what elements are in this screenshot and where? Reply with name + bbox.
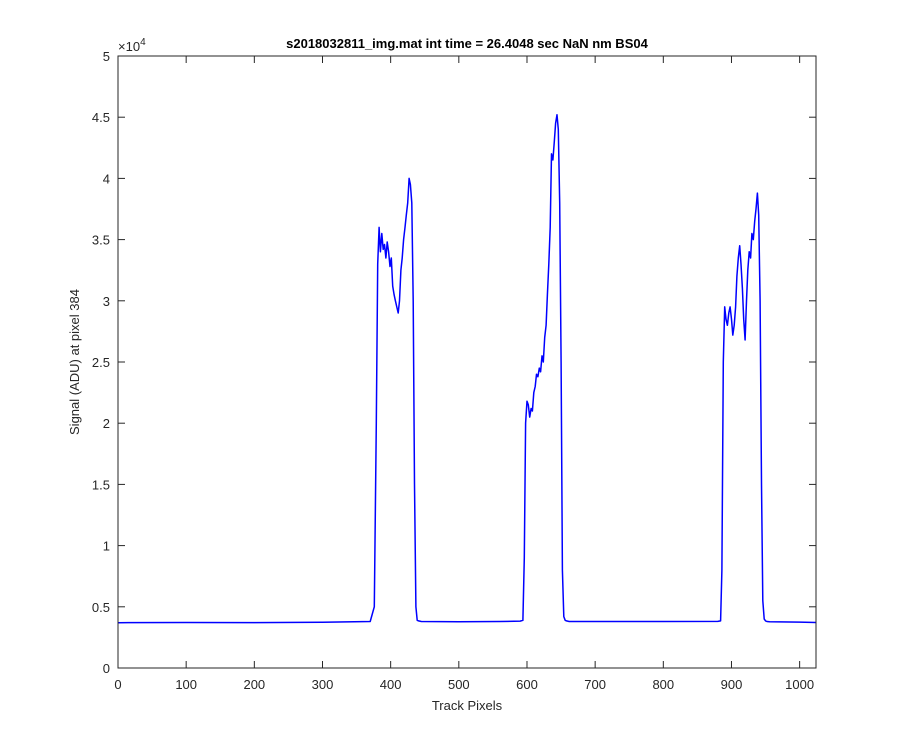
series-line-0 bbox=[117, 114, 817, 624]
series-layer bbox=[117, 114, 817, 624]
x-tick-label: 600 bbox=[516, 677, 538, 692]
y-tick-label: 1 bbox=[103, 539, 110, 554]
x-tick-label: 1000 bbox=[785, 677, 814, 692]
x-tick-label: 800 bbox=[652, 677, 674, 692]
y-axis-label: Signal (ADU) at pixel 384 bbox=[67, 289, 82, 435]
x-tick-label: 500 bbox=[448, 677, 470, 692]
y-tick-label: 4.5 bbox=[92, 110, 110, 125]
y-tick-label: 3.5 bbox=[92, 233, 110, 248]
x-tick-label: 300 bbox=[312, 677, 334, 692]
y-tick-label: 2 bbox=[103, 416, 110, 431]
chart-title: s2018032811_img.mat int time = 26.4048 s… bbox=[286, 36, 648, 51]
x-tick-label: 100 bbox=[175, 677, 197, 692]
x-tick-label: 900 bbox=[721, 677, 743, 692]
y-tick-label: 5 bbox=[103, 49, 110, 64]
x-tick-label: 0 bbox=[114, 677, 121, 692]
axis-tick-labels: 0 100 200 300 400 500 600 700 800 900 1000 0 0.5 1 1.5… bbox=[92, 49, 814, 692]
x-axis-label: Track Pixels bbox=[432, 698, 503, 713]
y-tick-label: 2.5 bbox=[92, 355, 110, 370]
x-tick-label: 700 bbox=[584, 677, 606, 692]
y-tick-label: 0.5 bbox=[92, 600, 110, 615]
y-tick-label: 4 bbox=[103, 171, 110, 186]
y-tick-label: 3 bbox=[103, 294, 110, 309]
x-tick-label: 400 bbox=[380, 677, 402, 692]
axes-box bbox=[117, 55, 817, 669]
x-tick-label: 200 bbox=[243, 677, 265, 692]
y-exponent-label: ×104 bbox=[118, 37, 146, 54]
y-exponent-base: ×10 bbox=[118, 39, 140, 54]
y-exponent-power: 4 bbox=[140, 37, 146, 48]
plot-area bbox=[118, 56, 816, 668]
y-tick-label: 1.5 bbox=[92, 477, 110, 492]
y-tick-label: 0 bbox=[103, 661, 110, 676]
